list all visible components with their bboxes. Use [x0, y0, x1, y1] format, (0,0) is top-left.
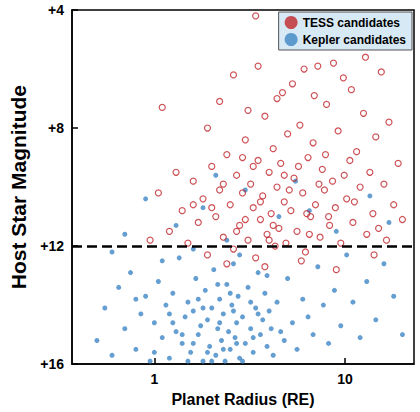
svg-text:+12: +12 — [40, 238, 64, 254]
svg-text:+16: +16 — [40, 356, 64, 372]
svg-text:1: 1 — [150, 371, 158, 387]
svg-text:TESS candidates: TESS candidates — [303, 16, 401, 30]
svg-text:+8: +8 — [48, 120, 64, 136]
svg-text:10: 10 — [337, 371, 353, 387]
svg-text:Kepler candidates: Kepler candidates — [303, 33, 407, 47]
svg-text:Planet Radius (RE): Planet Radius (RE) — [171, 391, 314, 408]
svg-text:+4: +4 — [48, 2, 64, 18]
svg-text:Host Star Magnitude: Host Star Magnitude — [7, 85, 30, 289]
